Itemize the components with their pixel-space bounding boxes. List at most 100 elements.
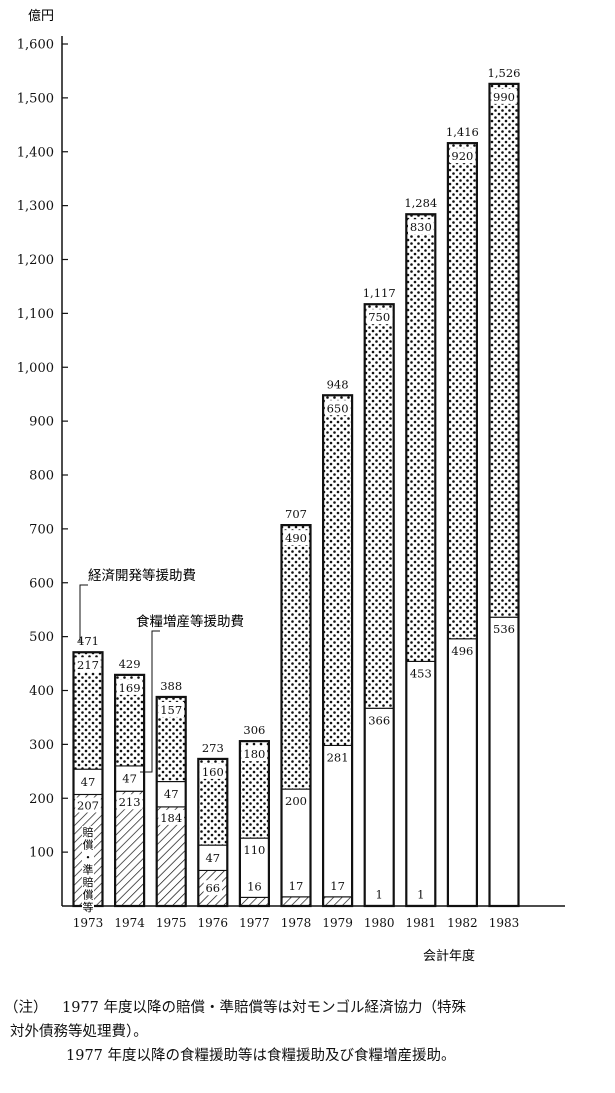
label-bg [283, 793, 309, 809]
label-bg [449, 148, 476, 164]
label-bg [203, 880, 222, 896]
total-label: 1,526 [488, 66, 521, 80]
label-bg [328, 877, 347, 893]
label-bg [75, 657, 101, 673]
hatched-value-label: 213 [119, 795, 141, 809]
x-tick-label: 1980 [364, 916, 395, 930]
bar-segment [280, 896, 312, 907]
hatched-value-label: 184 [160, 811, 182, 825]
y-tick-label: 1,100 [17, 307, 54, 322]
label-bg [324, 749, 351, 765]
label-bg [241, 842, 268, 858]
y-tick-label: 1,000 [17, 361, 54, 376]
bar-segment [488, 83, 520, 618]
label-bg [491, 88, 517, 104]
reparations-label-char: 等 [83, 900, 94, 914]
note-line-3: 1977 年度以降の食糧援助等は食糧援助及び食糧増産援助。 [66, 1048, 456, 1064]
total-label: 1,416 [446, 125, 479, 139]
label-bg [415, 886, 427, 902]
y-tick-label: 200 [29, 792, 54, 807]
x-tick-label: 1979 [322, 916, 353, 930]
economic-value-label: 160 [202, 765, 224, 779]
economic-value-label: 920 [451, 149, 473, 163]
note-prefix: （注） [4, 1000, 48, 1016]
label-bg [283, 530, 309, 546]
hatched-value-label: 1 [417, 887, 424, 901]
food-value-label: 200 [285, 794, 307, 808]
label-bg [116, 679, 143, 695]
economic-value-label: 490 [285, 531, 307, 545]
y-tick-label: 1,400 [17, 145, 54, 160]
bar-outline [155, 695, 187, 908]
bar-segment [405, 213, 436, 662]
total-label: 707 [285, 507, 307, 521]
food-value-label: 496 [451, 644, 473, 658]
x-tick-label: 1978 [281, 916, 312, 930]
bar-outline [197, 757, 229, 908]
x-tick-label: 1976 [198, 916, 229, 930]
label-bg [324, 400, 351, 416]
x-tick-label: 1977 [239, 916, 270, 930]
label-bg [449, 642, 476, 658]
y-tick-label: 500 [29, 630, 54, 645]
food-value-label: 47 [164, 787, 179, 801]
label-bg [158, 701, 184, 717]
label-bg [120, 770, 139, 786]
x-tick-label: 1973 [73, 916, 104, 930]
y-tick-label: 300 [29, 738, 54, 753]
bar-segment [405, 660, 436, 907]
reparations-label-char: 賠 [83, 825, 94, 839]
x-tick-label: 1983 [489, 916, 520, 930]
label-bg [286, 877, 306, 893]
x-tick-label: 1981 [406, 916, 437, 930]
hatched-value-label: 17 [289, 879, 304, 893]
reparations-char-bg [82, 888, 94, 901]
x-tick-label: 1975 [156, 916, 187, 930]
label-bg [200, 763, 226, 779]
hatched-value-label: 66 [205, 881, 220, 895]
note-line-1: （注） 1977 年度以降の賠償・準賠償等は対モンゴル経済協力（特殊 [4, 996, 610, 1020]
bar-segment [364, 707, 395, 907]
economic-value-label: 750 [368, 310, 390, 324]
total-label: 429 [119, 657, 141, 671]
reparations-char-bg [82, 826, 94, 839]
x-tick-label: 1982 [447, 916, 478, 930]
label-bg [162, 786, 181, 802]
bar-outline [446, 142, 478, 908]
bar-segment [364, 303, 395, 709]
total-label: 948 [327, 377, 349, 391]
food-value-label: 366 [368, 713, 390, 727]
y-tick-label: 1,500 [17, 91, 54, 106]
total-label: 471 [77, 634, 99, 648]
bar-segment [488, 616, 520, 907]
stacked-bar-chart: 億円 100 200 300 400 500 600 700 800 900 1,000 1,100… [17, 8, 565, 964]
x-axis-title: 会計年度 [423, 948, 475, 964]
y-tick-label: 600 [29, 576, 54, 591]
reparations-label-char: 償 [83, 838, 94, 852]
hatched-value-label: 17 [330, 879, 345, 893]
label-bg [245, 878, 264, 894]
y-tick-label: 400 [29, 684, 54, 699]
economic-leader-line [79, 584, 88, 642]
label-bg [158, 809, 184, 825]
reparations-label-char: 賠 [83, 875, 94, 889]
total-label: 388 [160, 679, 182, 693]
y-tick-label: 900 [29, 415, 54, 430]
label-bg [373, 886, 385, 902]
hatched-value-label: 207 [77, 798, 99, 812]
bar-segment [239, 896, 270, 907]
y-axis: 100 200 300 400 500 600 700 800 900 1,000 1,100 1,2… [17, 36, 565, 907]
bar-segment [447, 142, 478, 640]
economic-value-label: 990 [493, 90, 515, 104]
bar-outline [405, 213, 437, 908]
label-bg [366, 309, 392, 325]
y-tick-label: 700 [29, 522, 54, 537]
y-tick-label: 800 [29, 469, 54, 484]
bar-outline [488, 82, 520, 908]
reparations-label-char: 準 [83, 863, 94, 877]
total-label: 306 [243, 723, 265, 737]
food-value-label: 281 [327, 750, 349, 764]
food-value-label: 47 [122, 772, 137, 786]
